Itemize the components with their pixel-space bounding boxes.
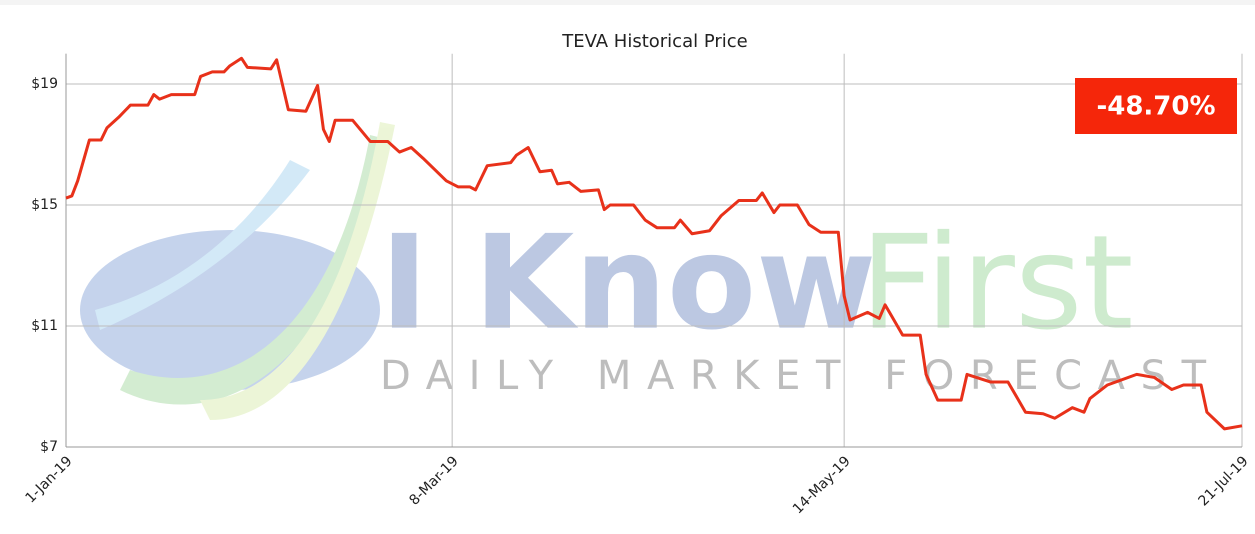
x-tick-label: 1-Jan-19 (22, 453, 75, 506)
watermark-brand-left: I Know (380, 207, 876, 359)
y-tick-label: $11 (31, 318, 58, 334)
top-strip (0, 0, 1255, 5)
y-tick-label: $19 (31, 76, 58, 92)
logo-globe (80, 230, 380, 390)
y-tick-label: $7 (40, 439, 58, 455)
price-line (65, 56, 1243, 431)
x-tick-label: 8-Mar-19 (406, 453, 461, 508)
logo-swoosh-green (120, 135, 390, 405)
watermark-logo (80, 122, 395, 420)
y-tick-label: $15 (31, 197, 58, 213)
watermark-brand-right: First (860, 207, 1134, 359)
logo-swoosh-yellow (200, 122, 395, 420)
change-badge (1075, 78, 1237, 134)
chart-title: TEVA Historical Price (561, 31, 748, 52)
x-tick-label: 14-May-19 (790, 453, 854, 517)
logo-swoosh-blue (95, 160, 310, 330)
watermark-tagline: DAILY MARKET FORECAST (380, 353, 1220, 399)
change-badge-label: -48.70% (1096, 92, 1215, 122)
x-tick-label: 21-Jul-19 (1196, 453, 1252, 509)
